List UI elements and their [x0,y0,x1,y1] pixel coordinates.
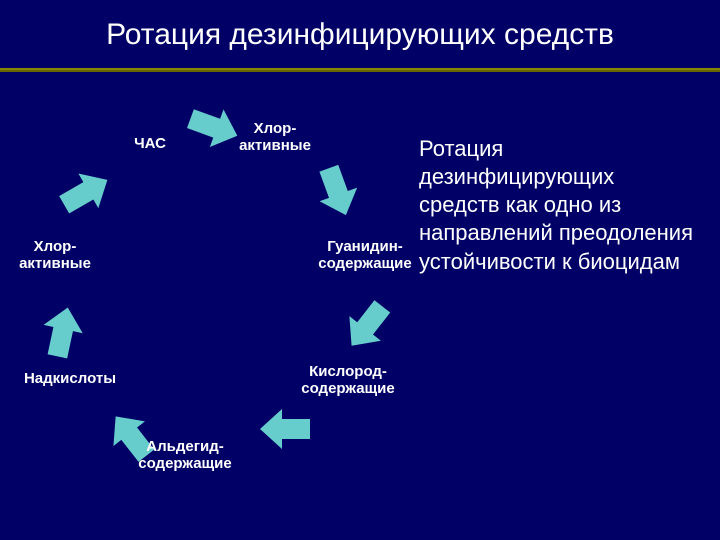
cycle-label: Альдегид-содержащие [120,438,250,473]
side-paragraph: Ротация дезинфицирующих средств как одно… [419,135,694,276]
cycle-label: Хлор-активные [5,238,105,273]
title-divider [0,68,720,72]
cycle-label: Кислород-содержащие [283,363,413,398]
page-title: Ротация дезинфицирующих средств [0,0,720,62]
cycle-arrow [260,402,310,451]
cycle-diagram: ЧАС Хлор-активные Гуанидин-содержащие Кисло… [0,80,430,530]
cycle-label: Хлор-активные [225,120,325,155]
cycle-arrow [303,161,366,225]
cycle-arrow [330,290,399,360]
cycle-label: Гуанидин-содержащие [300,238,430,273]
cycle-arrow [53,161,121,228]
cycle-label: ЧАС [110,135,190,152]
cycle-label: Надкислоты [10,370,130,387]
cycle-arrow [36,303,94,362]
